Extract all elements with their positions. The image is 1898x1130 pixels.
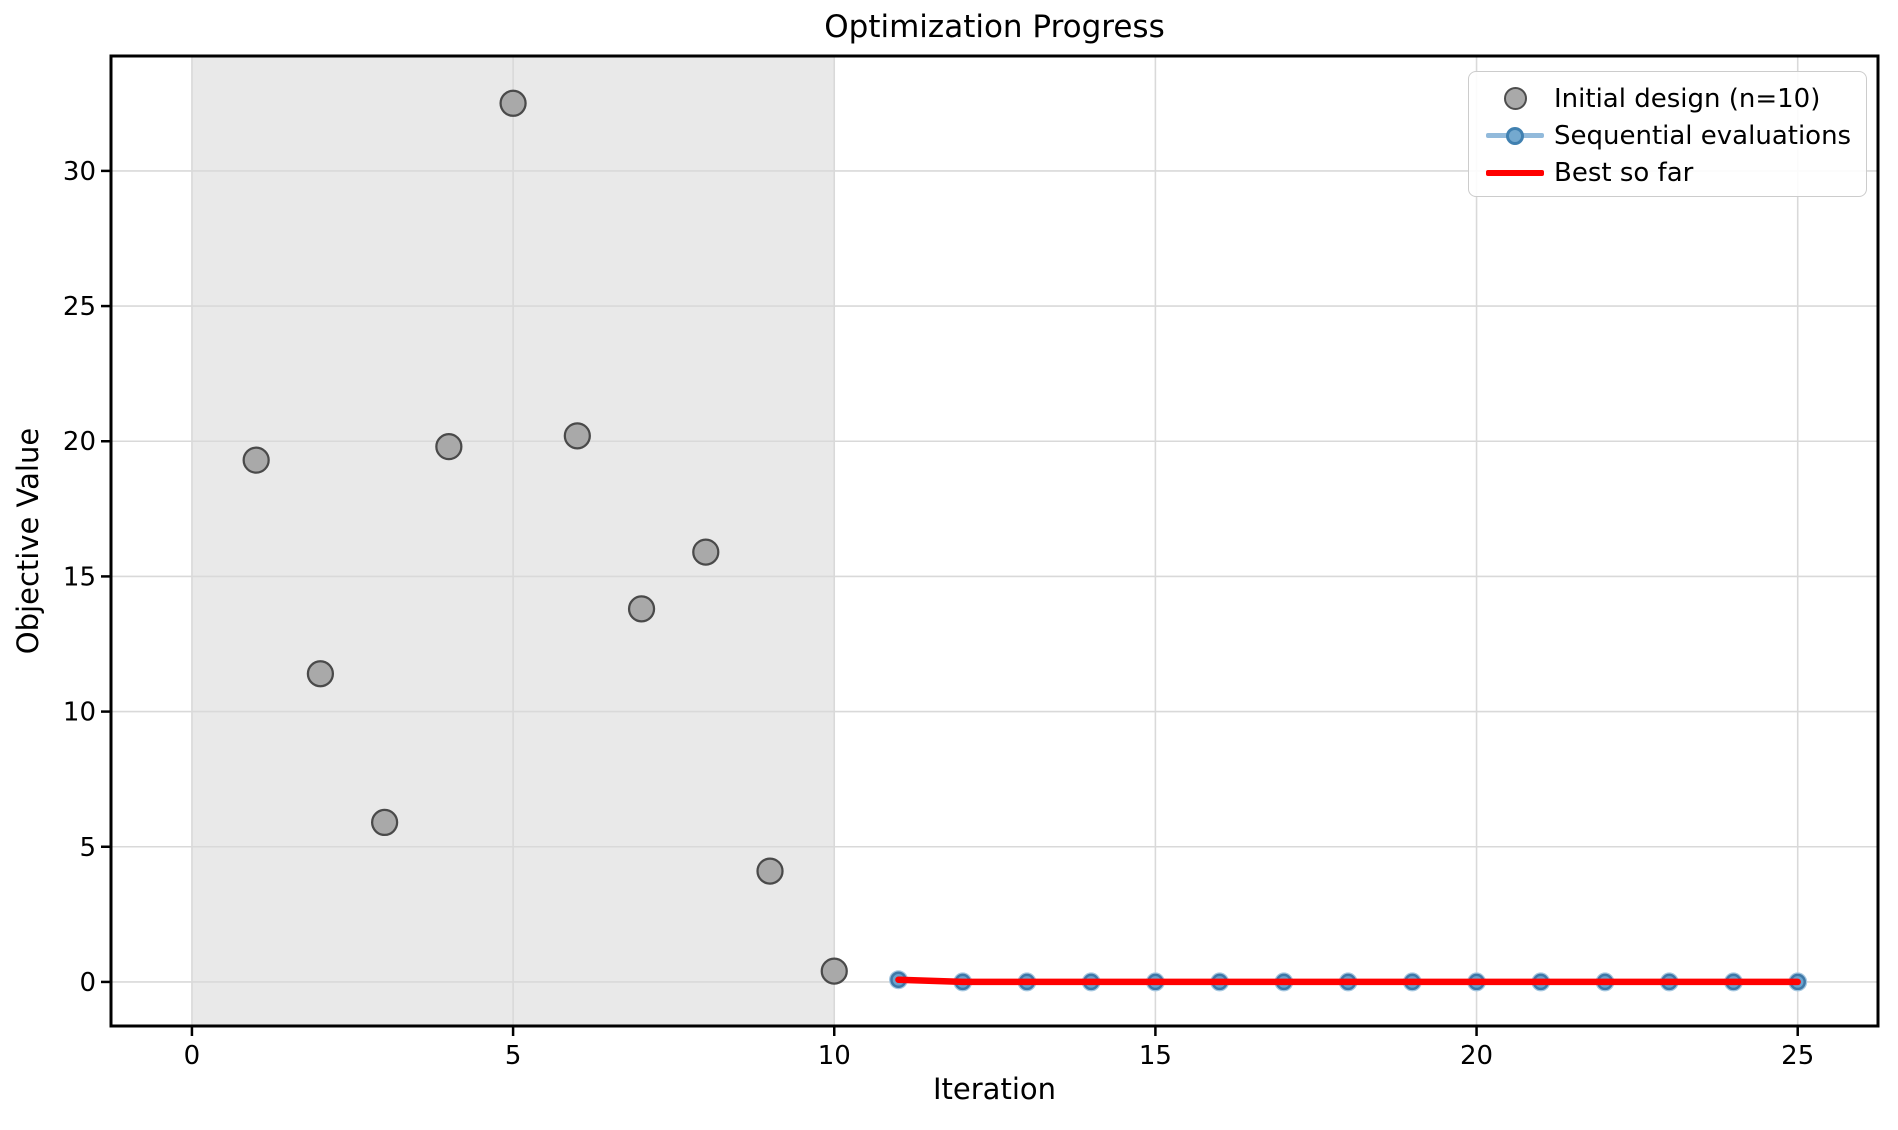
x-axis-label: Iteration (932, 1072, 1056, 1106)
chart-title: Optimization Progress (824, 9, 1165, 45)
y-tick-label-5: 5 (79, 833, 96, 863)
initial-design-point (692, 538, 720, 566)
legend-marker (1486, 87, 1544, 110)
initial-design-point (306, 660, 335, 688)
y-axis-label: Objective Value (11, 427, 45, 655)
initial-design-point (756, 857, 784, 885)
y-tick-label-25: 25 (63, 292, 96, 322)
initial-design-point (435, 433, 463, 461)
legend-label-best-so-far: Best so far (1554, 157, 1694, 188)
axes-spines (109, 54, 1880, 1028)
y-tick-label-30: 30 (63, 157, 96, 187)
gray-scatter-marker-icon (1503, 87, 1527, 110)
x-tick-label-15: 15 (1139, 1041, 1172, 1071)
initial-design-point (370, 808, 399, 837)
legend-marker (1486, 126, 1544, 145)
blue-line-marker-icon (1486, 126, 1544, 145)
x-tick-label-10: 10 (818, 1041, 851, 1071)
red-line-marker-icon (1486, 169, 1544, 176)
blue-dot-marker-icon (1506, 126, 1524, 145)
legend-item-sequential-evaluations: Sequential evaluations (1469, 117, 1866, 154)
y-tick-label-20: 20 (63, 427, 96, 457)
initial-design-point (499, 89, 527, 117)
legend-label-sequential-evaluations: Sequential evaluations (1554, 120, 1852, 151)
legend: Initial design (n=10) Sequential evaluat… (1468, 71, 1867, 197)
x-tick-label-20: 20 (1460, 1041, 1493, 1071)
x-tick-label-25: 25 (1781, 1041, 1814, 1071)
legend-item-initial-design: Initial design (n=10) (1469, 80, 1866, 117)
legend-item-best-so-far: Best so far (1469, 154, 1866, 191)
best-so-far-line (895, 976, 1801, 986)
x-tick-label-0: 0 (184, 1041, 201, 1071)
legend-marker (1486, 169, 1544, 176)
initial-design-point (242, 446, 270, 474)
y-tick-label-15: 15 (63, 562, 96, 592)
x-tick-label-5: 5 (505, 1041, 522, 1071)
initial-design-point (627, 595, 656, 623)
y-tick-label-0: 0 (79, 968, 96, 998)
initial-design-point (563, 422, 591, 450)
y-tick-label-10: 10 (63, 698, 96, 728)
initial-design-point (820, 957, 848, 985)
legend-label-initial-design: Initial design (n=10) (1554, 83, 1821, 114)
